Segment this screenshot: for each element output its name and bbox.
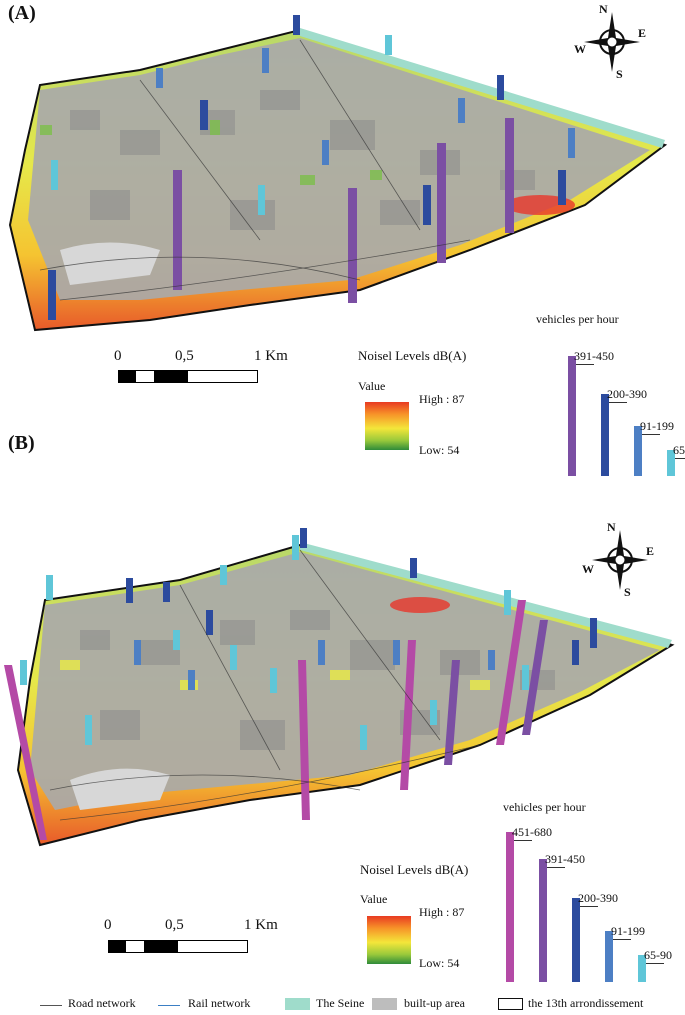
vehicle-class-label: 391-450	[545, 852, 585, 866]
vehicles-legend-b-title: vehicles per hour	[503, 800, 586, 814]
compass-rose-icon	[584, 12, 640, 72]
noise-legend-a-title: Noisel Levels dB(A)	[358, 348, 467, 363]
scale-a-half: 0,5	[175, 348, 194, 364]
vehicle-class-label: 65-90	[644, 948, 672, 962]
vehicle-class-leader	[675, 458, 685, 459]
panel-b-map	[4, 528, 675, 847]
vehicle-class-leader	[580, 906, 598, 907]
panel-a-map	[8, 15, 668, 332]
road-label: Road network	[68, 996, 136, 1010]
vehicle-class-leader	[514, 840, 532, 841]
scale-b-1km: 1 Km	[244, 917, 278, 933]
rail-label: Rail network	[188, 996, 251, 1010]
builtup-label: built-up area	[404, 996, 465, 1010]
arrondissement-label: the 13th arrondissement	[528, 996, 644, 1010]
compass-b: N E S W	[580, 520, 660, 602]
rail-swatch	[158, 1005, 180, 1006]
seine-strip	[300, 542, 672, 648]
noise-legend-a-value: Value	[358, 379, 386, 393]
seine-swatch	[285, 998, 310, 1010]
compass-rose-icon	[592, 530, 648, 590]
vehicle-class-leader	[576, 364, 594, 365]
noise-legend-b-title: Noisel Levels dB(A)	[360, 862, 469, 877]
compass-e: E	[638, 26, 647, 40]
vehicle-class-bar	[638, 955, 646, 982]
road-swatch	[40, 1005, 62, 1006]
vehicle-class-bar	[506, 832, 514, 982]
compass-s: S	[616, 67, 623, 81]
vehicle-class-leader	[609, 402, 627, 403]
compass-w: W	[574, 42, 586, 56]
seine-label: The Seine	[316, 996, 365, 1010]
builtup-swatch	[372, 998, 397, 1010]
vehicle-class-label: 200-390	[578, 891, 618, 905]
vehicle-class-label: 91-199	[611, 924, 645, 938]
vehicles-legend-a: 391-450 200-390 91-199 65-90	[560, 330, 685, 476]
compass-n: N	[599, 2, 608, 16]
scale-bar-b	[108, 940, 248, 953]
vehicle-class-bar	[539, 859, 547, 982]
compass-a: N E S W	[572, 2, 652, 84]
vehicle-class-bar	[572, 898, 580, 982]
vehicle-class-label: 451-680	[512, 825, 552, 839]
vehicle-class-bar	[605, 931, 613, 982]
scale-a-0: 0	[114, 348, 122, 364]
noise-legend-a-high: High : 87	[419, 392, 465, 406]
bottom-legend: Road network Rail network The Seine buil…	[0, 996, 685, 1014]
noise-legend-b-value: Value	[360, 892, 388, 906]
noise-legend-b-low: Low: 54	[419, 956, 460, 970]
builtup-area	[28, 38, 650, 300]
compass-n: N	[607, 520, 616, 534]
panel-b-label: (B)	[8, 432, 35, 454]
noise-gradient-a	[365, 402, 409, 450]
seine-strip	[300, 28, 665, 148]
vehicle-class-bar	[568, 356, 576, 476]
arrondissement-swatch	[498, 998, 523, 1010]
vehicle-class-leader	[613, 939, 631, 940]
panel-a-label: (A)	[8, 2, 36, 24]
scale-b-half: 0,5	[165, 917, 184, 933]
vehicle-class-label: 91-199	[640, 419, 674, 433]
vehicle-class-label: 200-390	[607, 387, 647, 401]
compass-e: E	[646, 544, 655, 558]
vehicle-class-bar	[601, 394, 609, 476]
vehicle-class-bar	[634, 426, 642, 476]
vehicle-class-bar	[667, 450, 675, 476]
noise-legend-a-low: Low: 54	[419, 443, 460, 457]
builtup-area	[30, 552, 660, 810]
scale-b-0: 0	[104, 917, 112, 933]
scale-bar-a	[118, 370, 258, 383]
vehicles-legend-b: 451-680 391-450 200-390 91-199 65-90	[498, 820, 685, 982]
compass-s: S	[624, 585, 631, 599]
vehicle-class-leader	[646, 963, 664, 964]
scale-a-1km: 1 Km	[254, 348, 288, 364]
compass-w: W	[582, 562, 594, 576]
vehicle-class-label: 391-450	[574, 349, 614, 363]
vehicle-class-leader	[547, 867, 565, 868]
vehicle-class-leader	[642, 434, 660, 435]
vehicles-legend-a-title: vehicles per hour	[536, 312, 619, 326]
vehicle-class-label: 65-90	[673, 443, 685, 457]
noise-gradient-b	[367, 916, 411, 964]
noise-legend-b-high: High : 87	[419, 905, 465, 919]
